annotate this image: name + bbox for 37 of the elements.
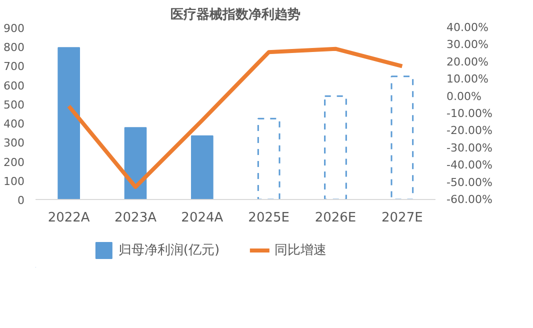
y-tick-label: 900	[4, 22, 25, 35]
y-tick-label: 100	[4, 174, 25, 188]
bar	[257, 118, 280, 200]
y-tick-label: 0	[18, 194, 24, 207]
y2-tick-label: -30.00%	[446, 141, 492, 154]
y-tick-label: 800	[4, 41, 25, 54]
y2-tick-label: -40.00%	[446, 158, 492, 172]
x-tick-label: 2023A	[114, 210, 157, 226]
y2-tick-label: 0.00%	[446, 90, 482, 103]
x-tick-label: 2025E	[248, 210, 290, 226]
x-tick-label: 2026E	[314, 210, 356, 226]
legend-label: 归母净利润(亿元)	[118, 242, 220, 259]
chart-title: 医疗器械指数净利趋势	[170, 6, 300, 22]
bar	[124, 127, 147, 200]
y-tick-label: 400	[4, 118, 25, 131]
legend-label: 同比增速	[274, 242, 327, 259]
y2-tick-label: 40.00%	[446, 21, 488, 34]
y2-tick-label: -50.00%	[446, 176, 492, 189]
x-tick-label: 2024A	[181, 210, 224, 226]
bar	[58, 47, 80, 200]
y-tick-label: 200	[4, 156, 25, 169]
x-tick-label: 2022A	[48, 210, 90, 226]
y2-tick-label: 20.00%	[446, 55, 488, 68]
y-tick-label: 500	[4, 98, 25, 112]
bar	[390, 76, 414, 200]
y2-tick-label: -10.00%	[446, 107, 492, 120]
y2-tick-label: -20.00%	[446, 124, 492, 138]
y-tick-label: 300	[4, 136, 25, 150]
y-tick-label: 600	[4, 79, 25, 92]
y2-tick-label: 30.00%	[446, 38, 488, 52]
bar	[324, 95, 347, 200]
x-tick-label: 2027E	[382, 210, 423, 226]
y-tick-label: 700	[4, 60, 25, 74]
bar	[191, 135, 214, 200]
y2-tick-label: -60.00%	[446, 193, 492, 206]
line-series	[66, 46, 404, 189]
y2-tick-label: 10.00%	[446, 72, 488, 86]
